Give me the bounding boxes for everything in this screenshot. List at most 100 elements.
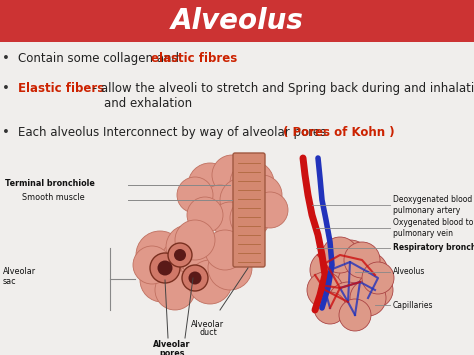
- Text: duct: duct: [199, 328, 217, 337]
- Bar: [0, 36, 474, 37]
- Circle shape: [208, 246, 252, 290]
- Text: Alveolar: Alveolar: [191, 320, 225, 329]
- Bar: [0, 30, 474, 31]
- Circle shape: [230, 198, 270, 238]
- Circle shape: [133, 246, 171, 284]
- Bar: [0, 41, 474, 42]
- Bar: [0, 15, 474, 16]
- Bar: [0, 11, 474, 12]
- Bar: [0, 3, 474, 4]
- Bar: [0, 0, 474, 1]
- Circle shape: [177, 177, 213, 213]
- Bar: [0, 35, 474, 36]
- Circle shape: [136, 231, 184, 279]
- Circle shape: [205, 230, 245, 270]
- Bar: [0, 33, 474, 34]
- Circle shape: [328, 282, 368, 322]
- Bar: [0, 21, 474, 22]
- Bar: [0, 14, 474, 15]
- Bar: [0, 31, 474, 32]
- Circle shape: [175, 220, 215, 260]
- Text: elastic fibres: elastic fibres: [151, 52, 237, 65]
- Circle shape: [242, 175, 282, 215]
- Circle shape: [159, 239, 211, 291]
- Bar: [0, 26, 474, 27]
- Text: pores: pores: [159, 349, 185, 355]
- Circle shape: [362, 262, 394, 294]
- Bar: [0, 24, 474, 25]
- Bar: [0, 4, 474, 5]
- Circle shape: [357, 272, 393, 308]
- Text: Oxygenated blood to
pulmonary vein: Oxygenated blood to pulmonary vein: [393, 218, 474, 238]
- Circle shape: [350, 280, 386, 316]
- Text: Deoxygenated blood from
pulmonary artery: Deoxygenated blood from pulmonary artery: [393, 195, 474, 215]
- Text: Alveolar: Alveolar: [153, 340, 191, 349]
- Text: sac: sac: [3, 278, 17, 286]
- Text: •: •: [2, 52, 10, 65]
- Circle shape: [188, 163, 232, 207]
- Bar: [0, 37, 474, 38]
- Text: Alveolar: Alveolar: [3, 268, 36, 277]
- Circle shape: [157, 261, 173, 275]
- Bar: [0, 40, 474, 41]
- Text: Alveolus: Alveolus: [393, 268, 425, 277]
- Text: •: •: [2, 126, 10, 139]
- Circle shape: [168, 243, 192, 267]
- FancyBboxPatch shape: [233, 153, 265, 267]
- Circle shape: [310, 250, 350, 290]
- Bar: [0, 38, 474, 39]
- Circle shape: [212, 202, 248, 238]
- Text: Capillaries: Capillaries: [393, 300, 434, 310]
- Bar: [0, 16, 474, 17]
- Bar: [0, 13, 474, 14]
- Circle shape: [189, 272, 201, 284]
- Bar: [0, 27, 474, 28]
- Circle shape: [200, 185, 240, 225]
- Text: Respiratory bronchiole: Respiratory bronchiole: [393, 244, 474, 252]
- Bar: [0, 25, 474, 26]
- Text: ( Pores of Kohn ): ( Pores of Kohn ): [283, 126, 395, 139]
- Circle shape: [155, 270, 195, 310]
- Bar: [0, 28, 474, 29]
- Bar: [0, 19, 474, 20]
- Bar: [0, 22, 474, 23]
- Circle shape: [220, 178, 264, 222]
- Bar: [0, 32, 474, 33]
- Circle shape: [187, 197, 223, 233]
- Bar: [0, 5, 474, 6]
- Bar: [0, 2, 474, 3]
- Circle shape: [252, 192, 288, 228]
- Circle shape: [338, 260, 382, 304]
- Bar: [0, 17, 474, 18]
- Circle shape: [348, 252, 388, 292]
- Circle shape: [339, 299, 371, 331]
- Bar: [0, 1, 474, 2]
- Text: Elastic fibers: Elastic fibers: [18, 82, 104, 95]
- Bar: [0, 39, 474, 40]
- Circle shape: [322, 237, 358, 273]
- Bar: [0, 12, 474, 13]
- Text: Contain some collagen and: Contain some collagen and: [18, 52, 183, 65]
- Text: Each alveolus Interconnect by way of alveolar pores: Each alveolus Interconnect by way of alv…: [18, 126, 330, 139]
- Text: Terminal bronchiole: Terminal bronchiole: [5, 179, 95, 187]
- Circle shape: [307, 272, 343, 308]
- Bar: [0, 23, 474, 24]
- Circle shape: [212, 155, 252, 195]
- Bar: [0, 34, 474, 35]
- Bar: [0, 9, 474, 10]
- Bar: [0, 29, 474, 30]
- Text: Smooth muscle: Smooth muscle: [22, 193, 85, 202]
- Bar: [0, 6, 474, 7]
- Bar: [0, 18, 474, 19]
- Circle shape: [182, 235, 232, 285]
- Circle shape: [174, 249, 186, 261]
- Circle shape: [140, 258, 184, 302]
- Bar: [0, 20, 474, 21]
- Circle shape: [182, 265, 208, 291]
- Text: - allow the alveoli to stretch and Spring back during and inhalation
    and exh: - allow the alveoli to stretch and Sprin…: [90, 82, 474, 110]
- Bar: [0, 7, 474, 8]
- FancyBboxPatch shape: [0, 0, 474, 42]
- Circle shape: [318, 266, 362, 310]
- Circle shape: [328, 240, 372, 284]
- Circle shape: [344, 242, 380, 278]
